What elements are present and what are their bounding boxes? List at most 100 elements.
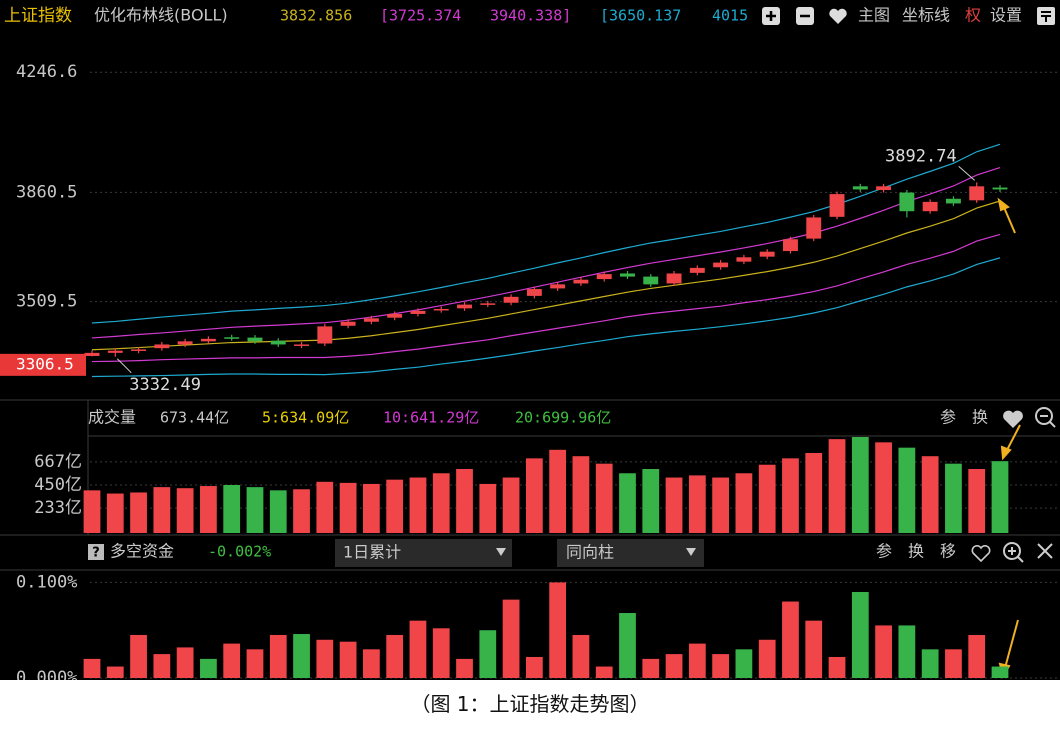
dropdown[interactable]: [335, 539, 512, 567]
zoom-out-icon[interactable]: [1035, 407, 1056, 428]
bar: [130, 492, 147, 533]
candle-body: [643, 276, 659, 285]
candle-body: [526, 289, 542, 296]
y-tick-label: 0.000%: [16, 668, 77, 680]
candle-body: [480, 303, 496, 305]
candle-body: [200, 338, 216, 342]
candle-body: [620, 273, 635, 277]
control[interactable]: 换: [908, 542, 924, 561]
candle-body: [899, 192, 915, 212]
bar: [479, 483, 497, 533]
zoom-in-icon[interactable]: [1003, 542, 1024, 563]
bar: [782, 601, 799, 678]
bar: [363, 483, 380, 533]
candle-body: [131, 349, 147, 351]
legend-label: 4015: [712, 7, 748, 25]
favorite-icon[interactable]: [1003, 410, 1023, 428]
candle-body: [270, 340, 286, 345]
control[interactable]: 参: [940, 408, 956, 427]
bar: [130, 634, 147, 678]
bar: [176, 647, 194, 678]
panel-title: 多空资金: [110, 542, 174, 561]
indicator-name[interactable]: 优化布林线(BOLL): [94, 6, 228, 25]
bar: [339, 641, 357, 678]
favorite-icon[interactable]: [829, 8, 847, 24]
bar: [828, 439, 846, 533]
candle-body: [294, 344, 309, 346]
bar: [921, 456, 939, 533]
candle-body: [433, 308, 449, 311]
chart-title: 上证指数: [4, 6, 72, 26]
candle-body: [387, 313, 403, 318]
toolbar-item[interactable]: 设置: [990, 6, 1022, 25]
legend-label: 673.44亿: [160, 409, 229, 427]
bar: [968, 634, 986, 678]
candle-body: [410, 310, 426, 314]
toolbar-item[interactable]: 主图: [858, 6, 890, 25]
bar: [898, 447, 916, 533]
expand-icon[interactable]: [1037, 7, 1055, 25]
toolbar-item[interactable]: 权: [965, 6, 981, 25]
candle-body: [783, 239, 798, 252]
bar: [223, 643, 241, 678]
bar: [758, 639, 776, 678]
bar: [456, 658, 473, 678]
close-icon[interactable]: [1037, 543, 1053, 559]
bar: [432, 473, 450, 533]
bar: [758, 464, 776, 533]
bar: [200, 486, 217, 533]
bar: [525, 656, 543, 678]
legend-label: -0.002%: [208, 543, 271, 561]
bar: [735, 473, 753, 533]
bar: [502, 477, 520, 533]
dropdown[interactable]: [557, 539, 704, 567]
annotation-pointer: [958, 165, 976, 181]
bar: [293, 634, 310, 678]
help-icon[interactable]: ?: [88, 544, 104, 561]
bar: [805, 620, 823, 678]
candle-body: [247, 337, 263, 342]
control[interactable]: 参: [876, 542, 892, 561]
bar: [200, 658, 217, 678]
bar: [432, 628, 450, 678]
bar: [851, 437, 869, 533]
candle-body: [550, 284, 566, 289]
chart: 上证指数 优化布林线(BOLL) 3832.856 [3725.374 3940…: [0, 0, 1060, 680]
candle-body: [736, 257, 752, 262]
low-annotation: 3332.49: [129, 375, 201, 395]
candle-body: [457, 304, 472, 309]
candle-body: [992, 187, 1008, 190]
bar: [176, 488, 194, 533]
candle-body: [154, 344, 170, 349]
candle-body: [759, 251, 775, 257]
control[interactable]: 移: [940, 542, 956, 561]
control[interactable]: 换: [972, 408, 988, 427]
legend-label: 20:699.96亿: [515, 409, 611, 427]
y-tick-label: 4246.6: [16, 62, 77, 82]
remove-icon[interactable]: [796, 7, 814, 25]
candle-body: [945, 198, 961, 204]
candle-body: [107, 350, 123, 353]
candle-body: [876, 186, 892, 191]
bar: [991, 461, 1009, 533]
bar: [269, 490, 287, 533]
y-tick-label: 0.100%: [16, 572, 77, 592]
candle-body: [573, 279, 589, 284]
bar: [502, 599, 520, 678]
bar: [106, 493, 124, 533]
bar: [875, 625, 892, 678]
legend-label: [3725.374: [380, 7, 461, 25]
boll-line: [91, 257, 1001, 378]
y-tick-label: 667亿: [34, 452, 82, 472]
bar: [246, 487, 264, 533]
bar: [549, 449, 567, 533]
bar: [968, 469, 986, 533]
toolbar-item[interactable]: 坐标线: [902, 6, 950, 25]
dropdown-label: 同向柱: [566, 543, 614, 562]
bar: [851, 591, 869, 678]
favorite-icon[interactable]: [971, 544, 991, 563]
candle-body: [666, 273, 682, 284]
bar: [409, 620, 427, 678]
add-icon[interactable]: [762, 7, 780, 25]
